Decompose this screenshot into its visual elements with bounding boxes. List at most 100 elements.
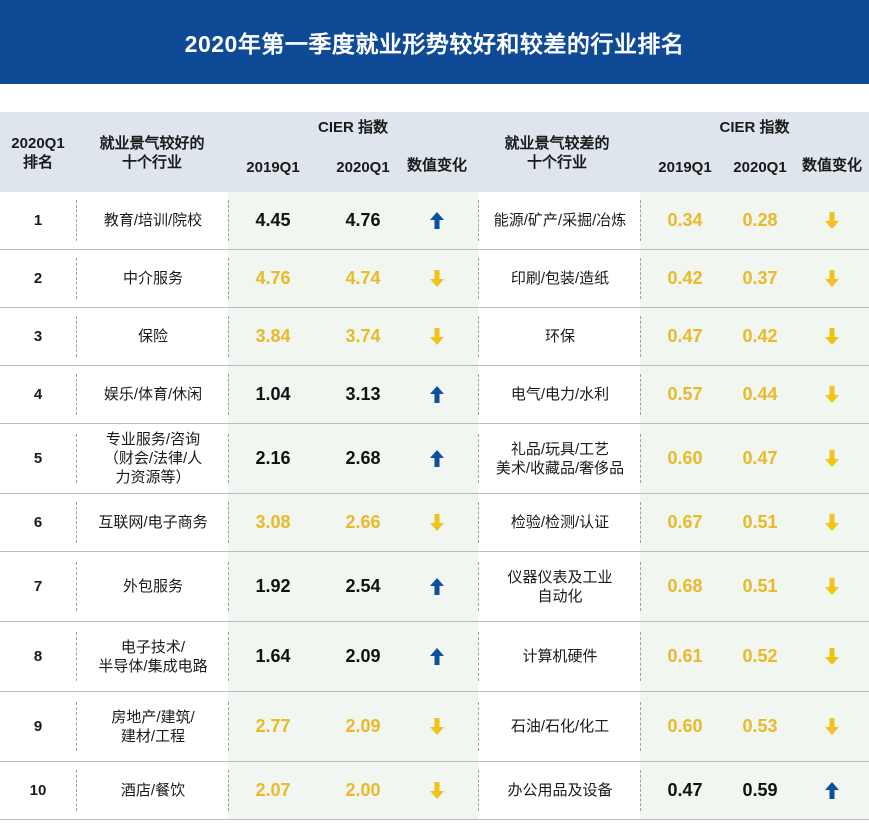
bad-industry-line: 计算机硬件 <box>522 648 598 665</box>
arrow-up-icon <box>825 782 839 799</box>
arrow-up-icon <box>430 648 444 665</box>
good-2019-value: 2.07 <box>255 780 291 800</box>
good-2020-value: 2.68 <box>345 448 381 468</box>
bad-2019-value: 0.67 <box>667 512 703 532</box>
divider <box>478 701 479 752</box>
bad-industry-line: 电气/电力/水利 <box>510 386 610 403</box>
table-row: 4 娱乐/体育/休闲 1.04 3.13 电气/电力/水利 0.57 0.44 <box>0 366 869 424</box>
bad-change-cell <box>795 552 869 621</box>
divider <box>228 501 229 543</box>
good-industry-line: 娱乐/体育/休闲 <box>103 386 203 403</box>
rank-header-line2: 排名 <box>22 154 53 171</box>
good-change-cell <box>396 250 478 307</box>
good-2019-value: 1.04 <box>255 384 291 404</box>
good-industry-line: 电子技术/ <box>120 638 186 656</box>
good-2020-value: 3.74 <box>345 326 381 346</box>
arrow-down-icon <box>825 270 839 287</box>
ranking-table: 2020Q1 排名 就业景气较好的 十个行业 CIER 指数 2019Q1 20… <box>0 112 869 820</box>
good-header-line1: 就业景气较好的 <box>99 135 205 152</box>
divider <box>228 701 229 752</box>
table-header: 2020Q1 排名 就业景气较好的 十个行业 CIER 指数 2019Q1 20… <box>0 112 869 192</box>
bad-industry-cell: 环保 <box>480 308 640 365</box>
good-industry-line: 外包服务 <box>122 578 183 595</box>
bad-industry-line: 印刷/包装/造纸 <box>510 270 610 287</box>
bad-2019-value: 0.60 <box>667 716 703 736</box>
divider <box>640 433 641 484</box>
bad-2020-value: 0.51 <box>742 512 778 532</box>
good-industry-line: 中介服务 <box>122 270 183 287</box>
arrow-up-icon <box>430 212 444 229</box>
good-2020-header: 2020Q1 <box>336 159 390 176</box>
bad-industry-line: 礼品/玩具/工艺 <box>510 440 610 458</box>
divider <box>640 701 641 752</box>
arrow-down-icon <box>825 450 839 467</box>
arrow-down-icon <box>430 328 444 345</box>
bad-change-header: 数值变化 <box>801 157 862 174</box>
bad-industry-line: 自动化 <box>537 587 583 605</box>
bad-2020-value: 0.52 <box>742 646 778 666</box>
divider <box>76 561 77 612</box>
bad-2020-value: 0.44 <box>742 384 778 404</box>
good-2020-value: 2.00 <box>345 780 381 800</box>
bad-industry-cell: 石油/石化/化工 <box>480 692 640 761</box>
good-2019-value: 2.77 <box>255 716 291 736</box>
good-industry-line: 力资源等） <box>115 469 191 486</box>
good-change-cell <box>396 308 478 365</box>
bad-2019-value: 0.61 <box>667 646 703 666</box>
good-change-cell <box>396 424 478 493</box>
divider <box>640 373 641 415</box>
arrow-down-icon <box>825 578 839 595</box>
good-industry-cell: 中介服务 <box>78 250 228 307</box>
divider <box>640 501 641 543</box>
good-industry-line: 酒店/餐饮 <box>120 782 186 799</box>
bad-industry-line: 办公用品及设备 <box>507 782 613 799</box>
divider <box>76 373 77 415</box>
good-header-line2: 十个行业 <box>121 154 182 171</box>
bad-industry-cell: 印刷/包装/造纸 <box>480 250 640 307</box>
good-industry-line: 半导体/集成电路 <box>98 657 208 675</box>
divider <box>76 769 77 811</box>
divider <box>640 257 641 299</box>
rank-cell: 2 <box>33 270 43 287</box>
arrow-down-icon <box>430 782 444 799</box>
table-row: 9 房地产/建筑/建材/工程 2.77 2.09 石油/石化/化工 0.60 0.53 <box>0 692 869 762</box>
good-industry-line: 互联网/电子商务 <box>98 514 208 531</box>
good-2019-value: 3.84 <box>255 326 291 346</box>
bad-2019-value: 0.60 <box>667 448 703 468</box>
bad-change-cell <box>795 494 869 551</box>
divider <box>76 199 77 241</box>
arrow-down-icon <box>825 386 839 403</box>
divider <box>228 769 229 811</box>
arrow-down-icon <box>825 328 839 345</box>
bad-industry-cell: 能源/矿产/采掘/冶炼 <box>480 192 640 249</box>
divider <box>640 769 641 811</box>
bad-change-cell <box>795 424 869 493</box>
good-2020-value: 2.66 <box>345 512 381 532</box>
good-2020-value: 2.09 <box>345 646 381 666</box>
arrow-up-icon <box>430 386 444 403</box>
bad-2020-value: 0.42 <box>742 326 778 346</box>
arrow-down-icon <box>825 648 839 665</box>
table-row: 3 保险 3.84 3.74 环保 0.47 0.42 <box>0 308 869 366</box>
good-2020-value: 3.13 <box>345 384 381 404</box>
good-2020-value: 2.09 <box>345 716 381 736</box>
rank-cell: 8 <box>33 648 43 665</box>
arrow-up-icon <box>430 578 444 595</box>
divider <box>76 315 77 357</box>
good-industry-line: 保险 <box>137 328 168 345</box>
page-title: 2020年第一季度就业形势较好和较差的行业排名 <box>184 31 685 57</box>
good-industry-cell: 房地产/建筑/建材/工程 <box>78 692 228 761</box>
bad-header-line1: 就业景气较差的 <box>504 135 610 152</box>
bad-2019-value: 0.42 <box>667 268 703 288</box>
table-row: 5 专业服务/咨询 （财会/法律/人 力资源等） 2.16 2.68 礼品/玩具/工艺 美术/… <box>0 424 869 494</box>
divider <box>478 769 479 811</box>
table-row: 7 外包服务 1.92 2.54 仪器仪表及工业 自动化 0.68 0.51 <box>0 552 869 622</box>
divider <box>228 631 229 682</box>
rank-cell: 3 <box>33 328 43 345</box>
good-2019-value: 4.45 <box>255 210 291 230</box>
table-row: 1 教育/培训/院校 4.45 4.76 能源/矿产/采掘/冶炼 0.34 0.28 <box>0 192 869 250</box>
table-row: 2 中介服务 4.76 4.74 印刷/包装/造纸 0.42 0.37 <box>0 250 869 308</box>
bad-2019-value: 0.47 <box>667 326 703 346</box>
bad-industry-line: 仪器仪表及工业 <box>507 568 613 586</box>
good-industry-line: 建材/工程 <box>120 727 186 745</box>
